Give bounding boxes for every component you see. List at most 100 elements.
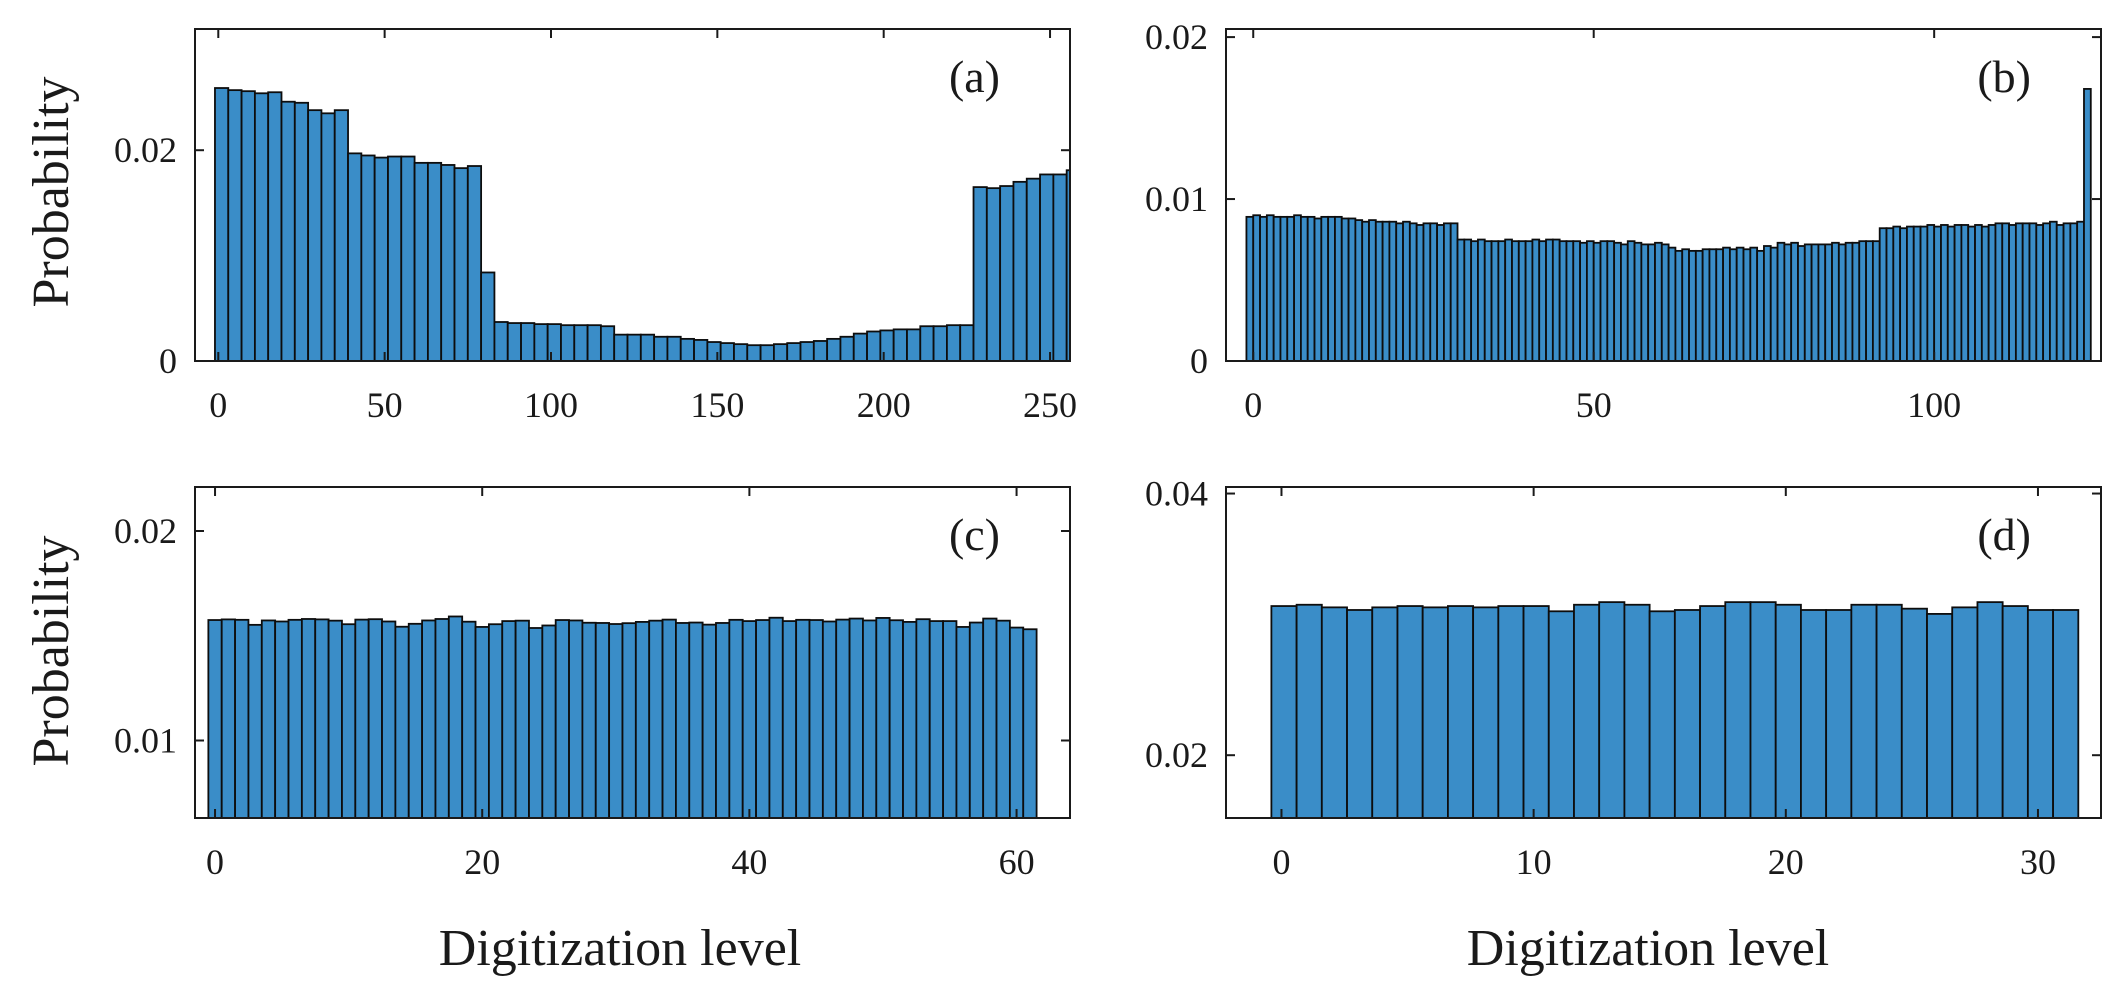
panel-b-bar-47 bbox=[1565, 240, 1575, 361]
xlabel-left-column: Digitization level bbox=[439, 920, 801, 977]
panel-d-bar-7 bbox=[1447, 605, 1475, 818]
panel-c-bar-42 bbox=[768, 616, 784, 818]
panel-a-bar-37 bbox=[706, 341, 722, 361]
panel-b-bar-25 bbox=[1415, 224, 1425, 361]
panel-a-ytick-label-0p02: 0.02 bbox=[114, 130, 177, 170]
panel-a-bar-55 bbox=[946, 324, 962, 361]
panel-a-bar-14 bbox=[400, 155, 416, 361]
panel-a-bar-16 bbox=[426, 161, 443, 361]
panel-c-bar-21 bbox=[487, 623, 504, 818]
panel-a-bar-9 bbox=[333, 109, 349, 361]
panel-b-bar-20 bbox=[1381, 220, 1391, 361]
panel-d-bar-5 bbox=[1396, 605, 1424, 818]
panel-d-bar-19 bbox=[1749, 601, 1777, 818]
panel-d-ytick-label-0p04: 0.04 bbox=[1145, 474, 1208, 514]
panel-b-bar-73 bbox=[1742, 248, 1752, 361]
panel-b-bar-107 bbox=[1974, 224, 1983, 361]
panel-c-bar-53 bbox=[915, 618, 931, 818]
panel-b-bar-59 bbox=[1647, 243, 1656, 361]
panel-a-bar-35 bbox=[679, 337, 695, 361]
panel-b-bar-1 bbox=[1252, 214, 1261, 361]
panel-b-bar-11 bbox=[1320, 215, 1330, 361]
panel-b-bar-78 bbox=[1776, 241, 1786, 361]
panel-c-bar-14 bbox=[394, 625, 410, 818]
panel-a-bar-53 bbox=[919, 325, 935, 361]
panel-c-xtick-label-20: 20 bbox=[464, 842, 500, 882]
panel-b-bar-105 bbox=[1960, 224, 1970, 361]
panel-b-bar-106 bbox=[1967, 225, 1976, 361]
panel-b-bar-31 bbox=[1456, 238, 1466, 361]
panel-a-bar-62 bbox=[1039, 173, 1055, 361]
panel-c-bar-37 bbox=[701, 623, 717, 818]
panel-a-bar-61 bbox=[1025, 177, 1041, 361]
panel-b-bar-70 bbox=[1722, 246, 1731, 361]
panel-d-xtick-label-0: 0 bbox=[1272, 842, 1290, 882]
panel-d-bar-2 bbox=[1320, 606, 1348, 818]
panel-c-xtick-label-40: 40 bbox=[731, 842, 767, 882]
panel-c-bar-24 bbox=[528, 627, 544, 818]
panel-b-bar-32 bbox=[1463, 238, 1473, 361]
panel-b-bar-91 bbox=[1865, 240, 1874, 361]
panel-a-bar-57 bbox=[972, 186, 988, 361]
panel-b-bar-67 bbox=[1701, 248, 1711, 361]
panel-b-bar-69 bbox=[1715, 248, 1724, 361]
panel-c-bar-27 bbox=[568, 619, 584, 818]
panel-a-bar-64 bbox=[1065, 169, 1070, 361]
panel-b-bar-51 bbox=[1592, 241, 1602, 361]
panel-b-bar-21 bbox=[1388, 220, 1398, 361]
panel-b-bar-30 bbox=[1449, 222, 1459, 361]
panel-a-xtick-label-100: 100 bbox=[524, 385, 578, 425]
panel-b-bar-34 bbox=[1477, 238, 1486, 361]
panel-b-bar-39 bbox=[1511, 240, 1520, 361]
panel-b-bar-113 bbox=[2014, 222, 2024, 361]
panel-a-bar-23 bbox=[520, 322, 536, 361]
panel-b-bar-119 bbox=[2055, 224, 2065, 361]
panel-a-bar-50 bbox=[879, 329, 895, 361]
panel-c-bar-28 bbox=[581, 621, 597, 818]
panel-c-bar-12 bbox=[367, 618, 383, 818]
panel-a-bar-21 bbox=[493, 321, 509, 361]
panel-b-bar-74 bbox=[1749, 246, 1759, 361]
panel-d-bar-14 bbox=[1623, 603, 1651, 818]
panel-a-bar-22 bbox=[506, 322, 522, 361]
panel-c-bars bbox=[207, 615, 1038, 818]
panel-c-bar-44 bbox=[795, 618, 811, 818]
panel-d-xtick-label-20: 20 bbox=[1768, 842, 1804, 882]
panel-b-bar-104 bbox=[1953, 224, 1963, 361]
panel-c-ytick-label-0p01: 0.01 bbox=[114, 720, 177, 760]
panel-c-bar-54 bbox=[928, 620, 944, 818]
panel-d-bar-18 bbox=[1724, 601, 1752, 818]
panel-c-bar-6 bbox=[287, 618, 303, 818]
panel-b-letter: (b) bbox=[1977, 51, 2031, 102]
panel-b-ytick-label-0: 0 bbox=[1190, 341, 1208, 381]
panel-a-bar-27 bbox=[573, 324, 589, 361]
panel-d-bar-29 bbox=[2001, 605, 2029, 818]
panel-c-bar-49 bbox=[862, 619, 878, 818]
panel-a-bar-25 bbox=[546, 323, 562, 361]
panel-b-bar-121 bbox=[2069, 222, 2079, 361]
panel-b-bar-54 bbox=[1613, 241, 1622, 361]
panel-c-bar-55 bbox=[942, 620, 958, 818]
panel-a-bar-58 bbox=[985, 187, 1002, 361]
panel-b-bar-12 bbox=[1327, 215, 1336, 361]
panel-b-bar-38 bbox=[1504, 238, 1513, 361]
panel-a-bar-5 bbox=[280, 100, 296, 361]
panel-b-bar-45 bbox=[1551, 238, 1561, 361]
panel-b-bar-76 bbox=[1763, 245, 1772, 361]
panel-b-bar-90 bbox=[1858, 240, 1867, 361]
panel-b-bar-37 bbox=[1497, 240, 1507, 361]
panel-c-bar-32 bbox=[634, 621, 651, 818]
panel-a-bar-43 bbox=[786, 342, 802, 361]
panel-d-bar-31 bbox=[2052, 609, 2080, 818]
panel-c-bar-10 bbox=[341, 623, 357, 818]
panel-a-xtick-label-250: 250 bbox=[1023, 385, 1077, 425]
panel-a-bar-32 bbox=[639, 333, 656, 361]
panel-c-bar-4 bbox=[260, 619, 277, 818]
panel-b-xtick-label-100: 100 bbox=[1907, 385, 1961, 425]
panel-b-bar-29 bbox=[1443, 222, 1452, 361]
panel-a-bar-7 bbox=[307, 109, 323, 361]
panel-b-bar-55 bbox=[1620, 243, 1629, 361]
panel-d-bar-11 bbox=[1547, 610, 1575, 818]
panel-b-xtick-label-0: 0 bbox=[1244, 385, 1262, 425]
panel-b-bar-26 bbox=[1422, 222, 1432, 361]
